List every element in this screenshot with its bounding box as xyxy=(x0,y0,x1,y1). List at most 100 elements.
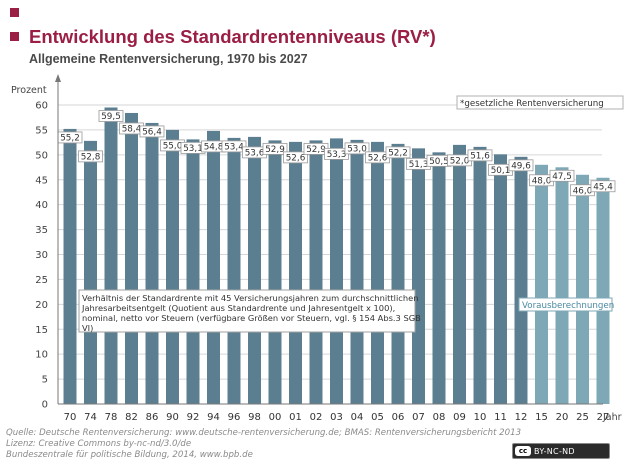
data-label-text: 53,4 xyxy=(224,142,244,152)
data-label-text: 52,8 xyxy=(81,152,101,162)
data-label-text: 49,6 xyxy=(511,161,531,171)
y-tick-label: 45 xyxy=(35,175,48,186)
bar xyxy=(555,167,569,404)
data-label-box xyxy=(385,146,411,159)
bar xyxy=(84,140,97,404)
data-label: 53,4 xyxy=(221,140,247,153)
data-label-text: 58,4 xyxy=(122,124,142,134)
bar xyxy=(268,140,282,405)
y-axis-arrow-icon xyxy=(55,74,61,82)
data-label-box xyxy=(344,142,370,155)
bar xyxy=(596,177,610,404)
x-tick-label: 27 xyxy=(597,412,610,423)
data-label-text: 56,4 xyxy=(142,127,162,137)
data-label: 45,4 xyxy=(590,180,616,193)
x-tick-label: 02 xyxy=(310,412,323,423)
y-tick-label: 0 xyxy=(42,400,48,411)
data-label: 49,6 xyxy=(508,159,534,171)
data-label-box xyxy=(467,149,493,162)
data-label-text: 53,1 xyxy=(183,144,203,154)
x-tick-label: 08 xyxy=(433,412,446,423)
x-axis-ticks: 70 74 78 82 86 90 92 94 96 98 00 01 02 03 04 05 06 07 08 09… xyxy=(64,412,610,423)
y-tick-label: 40 xyxy=(35,200,48,211)
y-tick-label: 60 xyxy=(35,101,48,112)
x-tick-label: 96 xyxy=(228,412,241,423)
x-tick-label: 20 xyxy=(556,412,569,423)
data-label-text: 59,5 xyxy=(101,112,121,122)
title-square-icon xyxy=(10,8,19,17)
data-label-text: 50,1 xyxy=(491,166,511,176)
bars xyxy=(63,107,610,405)
axes xyxy=(55,74,603,405)
data-label-text: 47,5 xyxy=(552,172,572,182)
data-label-text: 52,9 xyxy=(306,145,326,155)
data-label: 59,5 xyxy=(98,110,124,122)
page-subtitle: Allgemeine Rentenversicherung, 1970 bis … xyxy=(29,52,308,66)
x-tick-label: 90 xyxy=(166,412,179,423)
bar xyxy=(248,136,261,405)
bar xyxy=(514,156,528,404)
x-tick-label: 15 xyxy=(535,412,548,423)
license-badge[interactable]: cc BY-NC-ND xyxy=(512,443,610,459)
x-tick-label: 03 xyxy=(330,412,343,423)
bar xyxy=(186,139,200,404)
data-label-box xyxy=(221,140,247,153)
data-label: 55,2 xyxy=(57,131,83,143)
data-label-text: 51,3 xyxy=(409,160,429,170)
y-tick-label: 55 xyxy=(35,125,48,136)
y-tick-label: 5 xyxy=(42,375,48,386)
bar xyxy=(330,138,343,404)
x-tick-label: 78 xyxy=(105,412,118,423)
data-label-box xyxy=(590,180,616,193)
data-label-text: 50,5 xyxy=(429,157,449,167)
x-tick-label: 04 xyxy=(351,412,364,423)
data-label: 51,6 xyxy=(467,149,493,162)
data-label-text: 46,0 xyxy=(573,186,593,196)
bar xyxy=(412,148,425,404)
x-tick-label: 70 xyxy=(64,412,77,423)
bar xyxy=(166,129,179,404)
bar xyxy=(289,141,302,405)
x-tick-label: 82 xyxy=(125,412,138,423)
bar xyxy=(453,144,466,404)
data-label-text: 48,0 xyxy=(532,176,552,186)
x-tick-label: 12 xyxy=(515,412,528,423)
y-tick-label: 50 xyxy=(35,150,48,161)
data-label-box xyxy=(549,169,575,182)
data-label-text: 54,8 xyxy=(204,142,224,152)
source-line: Quelle: Deutsche Rentenversicherung: www… xyxy=(6,428,522,438)
bar xyxy=(535,164,548,404)
publisher-line: Bundeszentrale für politische Bildung, 2… xyxy=(6,450,253,460)
data-label-text: 52,6 xyxy=(286,153,306,163)
data-label-text: 53,6 xyxy=(245,148,265,158)
x-tick-label: 94 xyxy=(207,412,220,423)
bar xyxy=(145,122,159,404)
x-tick-label: 09 xyxy=(453,412,466,423)
y-tick-label: 25 xyxy=(35,275,48,286)
data-labels: 55,252,8 59,558,4 56,455,0 53,1 54,8 53,453,6… xyxy=(57,110,616,196)
license-badge-text: BY-NC-ND xyxy=(534,446,575,456)
x-axis-label: Jahr xyxy=(602,412,622,423)
y-tick-label: 30 xyxy=(35,250,48,261)
x-tick-label: 00 xyxy=(269,412,282,423)
bar xyxy=(227,137,241,404)
forecast-label-box: Vorausberechnungen xyxy=(518,297,614,312)
data-label-text: 52,0 xyxy=(450,156,470,166)
data-label-text: 53,3 xyxy=(327,150,347,160)
data-label-box xyxy=(139,125,165,138)
data-label-text: 52,2 xyxy=(388,148,408,158)
x-tick-label: 07 xyxy=(412,412,425,423)
note-box: Verhältnis der Standardrente mit 45 Vers… xyxy=(78,289,421,333)
data-label: 53,0 xyxy=(344,142,370,155)
footnote-box: *gesetzliche Rentenversicherung xyxy=(456,95,624,110)
x-tick-label: 06 xyxy=(392,412,405,423)
data-label-text: 55,2 xyxy=(60,133,80,143)
x-tick-label: 10 xyxy=(474,412,487,423)
x-tick-label: 74 xyxy=(84,412,97,423)
x-tick-label: 05 xyxy=(371,412,384,423)
data-label-box xyxy=(283,151,308,164)
data-label-text: 51,6 xyxy=(470,151,490,161)
data-label: 56,4 xyxy=(139,125,165,138)
bar xyxy=(63,128,77,405)
